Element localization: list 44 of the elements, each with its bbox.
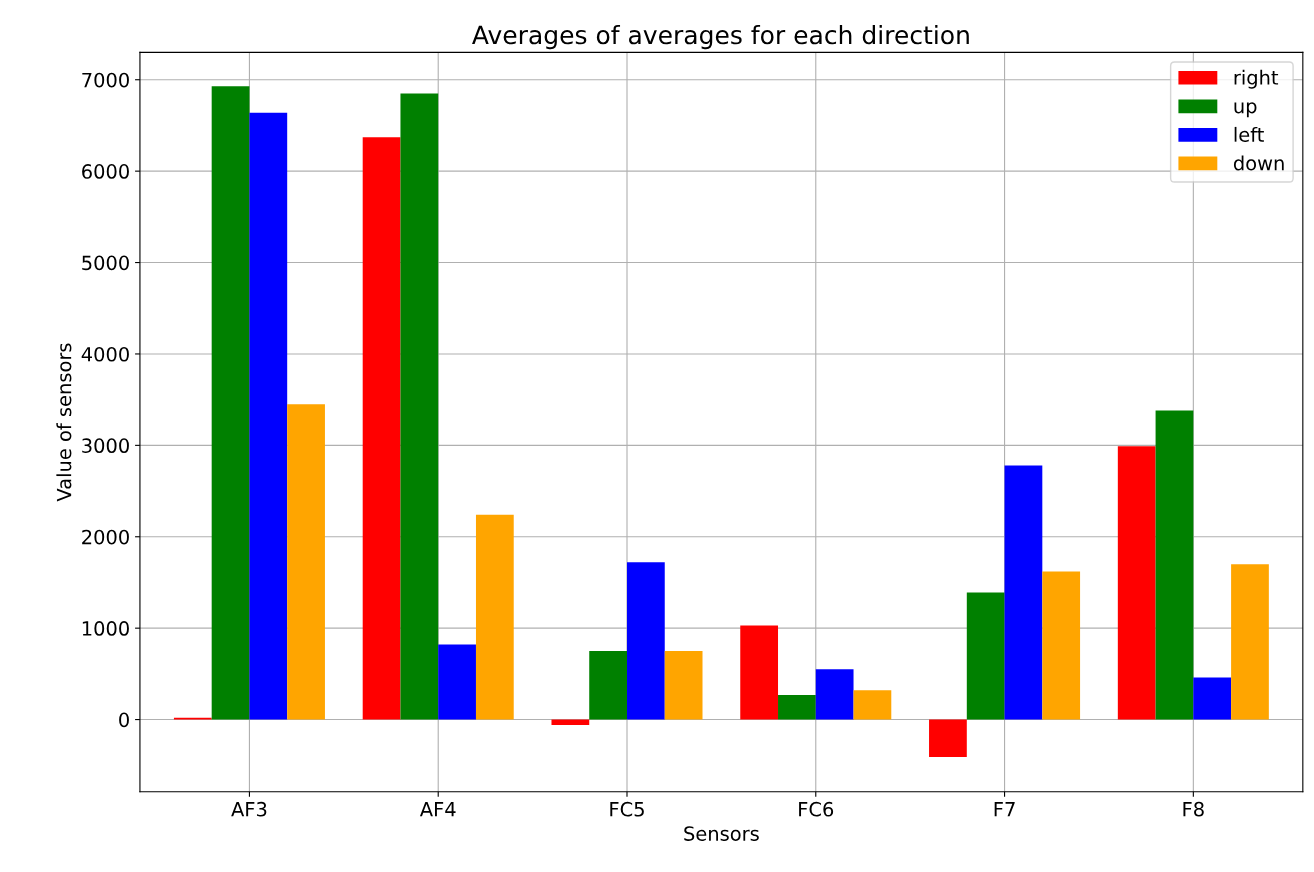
bar <box>589 651 627 720</box>
legend-label: right <box>1234 69 1279 89</box>
x-tick-label: F7 <box>994 802 1015 817</box>
x-tick-label: F8 <box>1183 801 1204 817</box>
bar <box>211 86 250 720</box>
bar <box>249 112 288 720</box>
y-axis-title: Value of sensors <box>56 343 72 502</box>
bar <box>853 690 892 720</box>
bar <box>815 669 854 720</box>
bar <box>1231 564 1269 720</box>
bar <box>475 514 514 720</box>
legend-label: up <box>1234 102 1257 118</box>
y-tick-label: 0 <box>119 712 129 728</box>
bar <box>929 719 967 758</box>
bar <box>1004 465 1043 720</box>
y-tick-label: 5000 <box>82 255 129 271</box>
y-tick-label: 4000 <box>81 346 129 362</box>
y-tick-label: 2000 <box>82 529 129 545</box>
bar <box>966 592 1005 720</box>
x-tick-label: FC6 <box>799 801 834 817</box>
bar <box>400 93 439 720</box>
bar <box>1155 410 1194 720</box>
chart-title: Averages of averages for each direction <box>472 24 969 50</box>
bar <box>778 694 816 720</box>
bar <box>1042 571 1081 720</box>
bar <box>664 651 703 720</box>
bar <box>438 644 476 720</box>
y-tick-label: 3000 <box>82 438 129 454</box>
bar <box>1193 677 1232 720</box>
bar <box>627 562 665 720</box>
x-tick-label: AF3 <box>231 801 267 817</box>
y-tick-label: 7000 <box>82 72 129 88</box>
bar <box>287 404 325 720</box>
legend-label: down <box>1233 155 1284 171</box>
bar <box>740 625 779 720</box>
x-axis-title: Sensors <box>684 826 759 841</box>
bar <box>1117 446 1156 720</box>
bar <box>551 719 590 726</box>
x-tick-label: FC5 <box>610 801 644 817</box>
bar <box>362 137 401 720</box>
y-tick-label: 6000 <box>82 164 129 179</box>
legend-label: left <box>1234 126 1264 142</box>
y-tick-label: 1000 <box>82 621 129 636</box>
x-tick-label: AF4 <box>419 802 456 817</box>
